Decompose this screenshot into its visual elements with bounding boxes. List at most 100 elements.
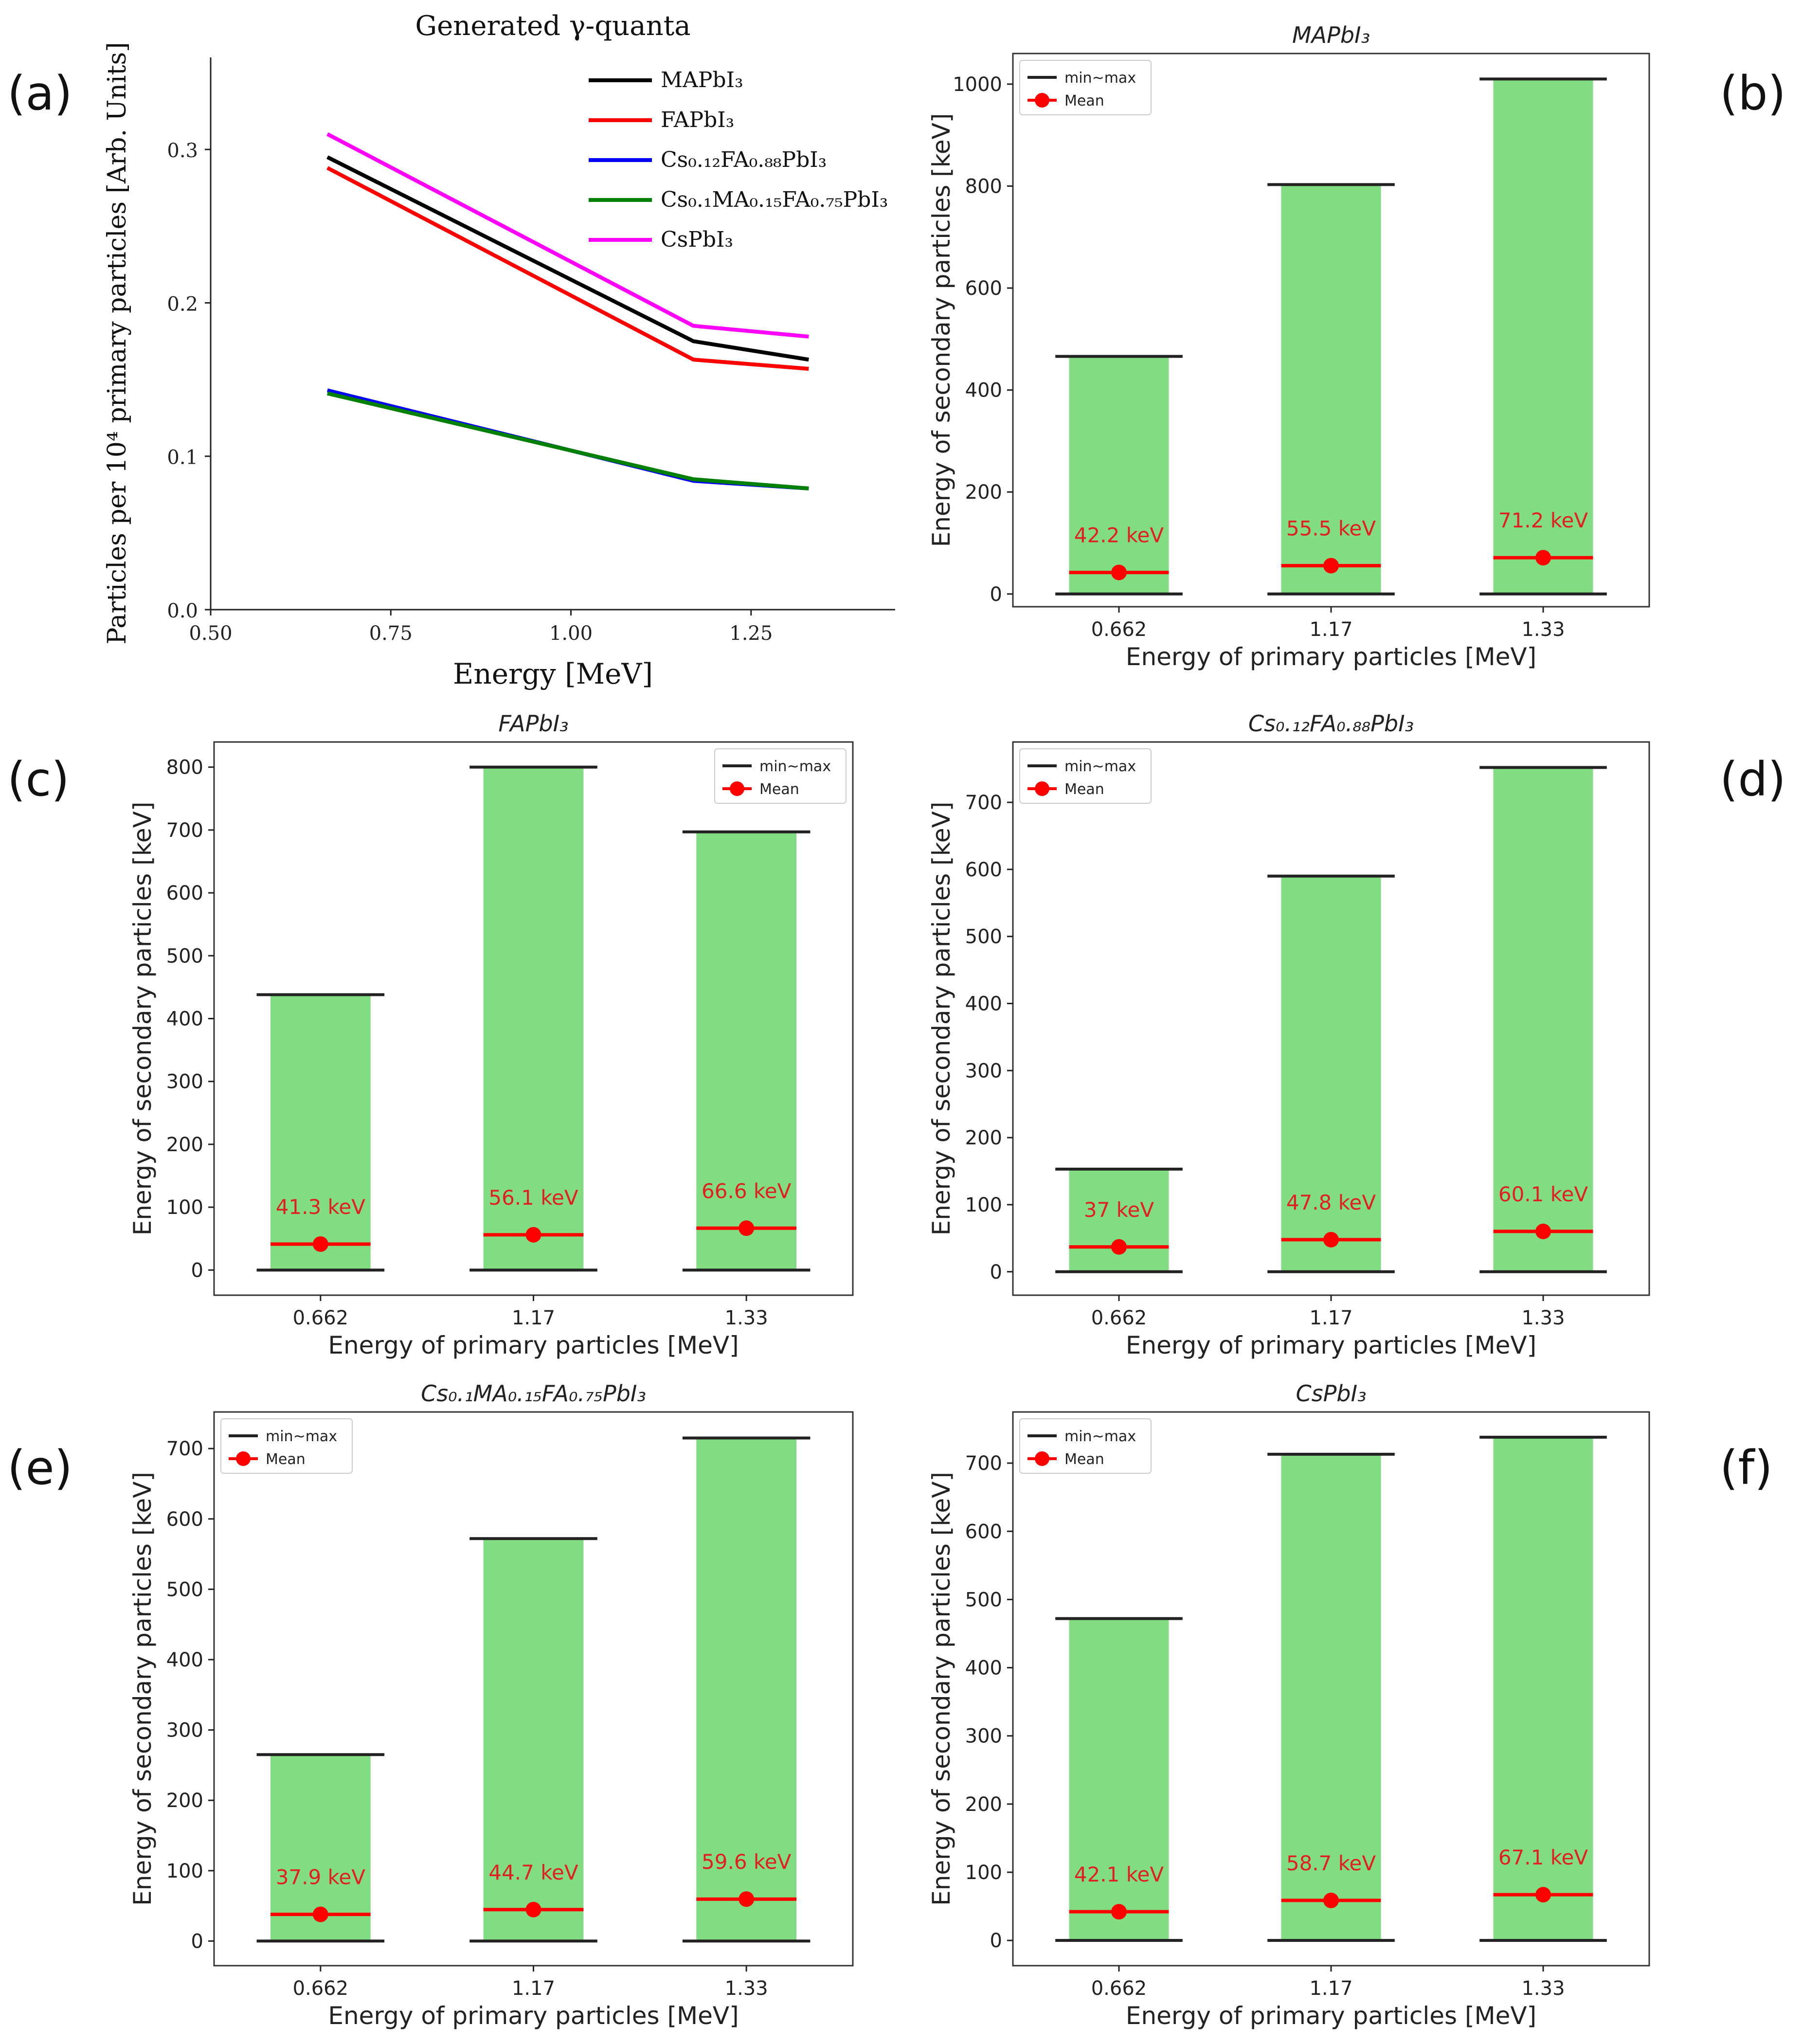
y-tick-label: 700 bbox=[166, 819, 203, 842]
x-axis-label: Energy of primary particles [MeV] bbox=[1126, 643, 1536, 671]
mean-value-label: 56.1 keV bbox=[488, 1186, 578, 1210]
y-tick-label: 400 bbox=[965, 1657, 1002, 1680]
legend-label: min~max bbox=[759, 758, 831, 775]
series-line bbox=[326, 391, 809, 490]
mean-marker bbox=[1111, 564, 1127, 580]
mean-value-label: 58.7 keV bbox=[1286, 1851, 1376, 1875]
mean-value-label: 37.9 keV bbox=[276, 1865, 366, 1889]
x-axis-label: Energy of primary particles [MeV] bbox=[1126, 1331, 1536, 1359]
x-tick-label: 0.662 bbox=[293, 1977, 349, 2000]
mean-marker bbox=[1535, 550, 1551, 566]
series-line bbox=[326, 155, 809, 362]
y-tick-label: 0 bbox=[990, 583, 1002, 606]
y-axis-label: Energy of secondary particles [keV] bbox=[927, 802, 955, 1236]
y-tick-label: 0.2 bbox=[167, 293, 198, 315]
mean-marker bbox=[739, 1891, 755, 1907]
y-tick-label: 400 bbox=[965, 380, 1002, 402]
mean-value-label: 66.6 keV bbox=[702, 1179, 792, 1203]
x-tick-label: 1.17 bbox=[1309, 1307, 1352, 1329]
x-tick-label: 1.33 bbox=[1521, 1307, 1565, 1329]
x-tick-label: 1.00 bbox=[549, 622, 593, 645]
mean-marker bbox=[1535, 1223, 1551, 1239]
y-tick-label: 700 bbox=[965, 792, 1002, 814]
range-bar bbox=[483, 1538, 584, 1941]
legend-label: min~max bbox=[266, 1428, 337, 1445]
chart-mapbi3: 0 200 400 600 800 1000 42.2 keV 0.662 55.5 keV 1.… bbox=[927, 22, 1650, 671]
y-tick-label: 100 bbox=[166, 1196, 203, 1219]
y-tick-label: 500 bbox=[166, 1578, 203, 1601]
y-tick-label: 100 bbox=[166, 1860, 203, 1882]
y-tick-label: 200 bbox=[965, 1127, 1002, 1149]
legend-label: Mean bbox=[1064, 781, 1104, 798]
mean-marker bbox=[312, 1236, 328, 1252]
x-tick-label: 0.50 bbox=[189, 622, 232, 645]
y-tick-label: 800 bbox=[965, 175, 1002, 198]
mean-marker bbox=[739, 1220, 755, 1236]
legend-label: min~max bbox=[1064, 1428, 1136, 1445]
y-tick-label: 300 bbox=[965, 1725, 1002, 1748]
mean-marker bbox=[1111, 1239, 1127, 1255]
mean-marker bbox=[312, 1906, 328, 1922]
y-tick-label: 200 bbox=[166, 1790, 203, 1812]
panel-label-d: (d) bbox=[1720, 752, 1786, 807]
mean-value-label: 44.7 keV bbox=[488, 1861, 578, 1884]
legend-label: Mean bbox=[759, 781, 799, 798]
y-tick-label: 0.0 bbox=[167, 600, 198, 622]
chart-cspbi3: 0 100 200 300 400 500 600 700 42.1 keV 0.662 58.7 … bbox=[927, 1380, 1650, 2030]
y-tick-label: 200 bbox=[166, 1134, 203, 1156]
x-tick-label: 1.17 bbox=[1309, 1977, 1352, 2000]
legend-label: Mean bbox=[266, 1451, 306, 1468]
range-bar bbox=[1069, 1618, 1169, 1941]
x-tick-label: 1.33 bbox=[725, 1307, 768, 1329]
range-bar bbox=[1281, 184, 1381, 594]
x-tick-label: 0.662 bbox=[293, 1307, 349, 1329]
y-tick-label: 0 bbox=[191, 1259, 203, 1282]
mean-marker bbox=[1535, 1887, 1551, 1903]
y-tick-label: 600 bbox=[965, 277, 1002, 300]
legend-label: FAPbI₃ bbox=[661, 108, 734, 132]
y-tick-label: 0 bbox=[191, 1930, 203, 1953]
y-tick-label: 600 bbox=[166, 882, 203, 904]
legend-marker bbox=[236, 1451, 251, 1466]
y-tick-label: 300 bbox=[965, 1060, 1002, 1082]
panel-label-b: (b) bbox=[1720, 66, 1786, 121]
legend-label: Cs₀.₁MA₀.₁₅FA₀.₇₅PbI₃ bbox=[661, 187, 888, 212]
chart-generated-gamma-quanta: 0.50 0.75 1.00 1.25 0.0 0.1 0.2 0.3 Generated γ-… bbox=[103, 10, 895, 690]
y-tick-label: 500 bbox=[965, 926, 1002, 948]
chart-title: CsPbI₃ bbox=[1296, 1380, 1366, 1407]
x-axis-label: Energy of primary particles [MeV] bbox=[328, 1331, 739, 1359]
range-bar bbox=[696, 1438, 797, 1941]
chart-title: Generated γ-quanta bbox=[415, 10, 690, 42]
y-tick-label: 700 bbox=[965, 1452, 1002, 1475]
legend-marker bbox=[1035, 1451, 1049, 1466]
mean-value-label: 59.6 keV bbox=[702, 1850, 792, 1874]
x-tick-label: 0.662 bbox=[1091, 618, 1147, 641]
y-tick-label: 1000 bbox=[953, 73, 1002, 96]
x-tick-label: 1.17 bbox=[512, 1977, 555, 2000]
chart-title: FAPbI₃ bbox=[498, 710, 568, 737]
x-tick-label: 1.25 bbox=[729, 622, 773, 645]
mean-value-label: 42.2 keV bbox=[1074, 524, 1164, 547]
y-tick-label: 0.3 bbox=[167, 140, 198, 162]
mean-value-label: 60.1 keV bbox=[1498, 1182, 1588, 1206]
mean-value-label: 47.8 keV bbox=[1286, 1191, 1376, 1214]
x-tick-label: 1.17 bbox=[1309, 618, 1352, 641]
y-tick-label: 0.1 bbox=[167, 447, 198, 469]
y-tick-label: 200 bbox=[965, 1793, 1002, 1816]
y-tick-label: 500 bbox=[166, 945, 203, 967]
legend-label: MAPbI₃ bbox=[661, 68, 743, 92]
chart-fapbi3: 0 100 200 300 400 500 600 700 800 41.3 keV 0.662 56… bbox=[128, 710, 854, 1359]
range-bar bbox=[1493, 79, 1593, 594]
y-tick-label: 400 bbox=[166, 1008, 203, 1031]
range-bar bbox=[483, 767, 584, 1270]
y-tick-label: 0 bbox=[990, 1261, 1002, 1284]
mean-value-label: 71.2 keV bbox=[1498, 508, 1588, 532]
y-tick-label: 100 bbox=[965, 1194, 1002, 1216]
panel-label-c: (c) bbox=[7, 752, 70, 807]
y-tick-label: 300 bbox=[166, 1071, 203, 1093]
x-tick-label: 1.33 bbox=[1521, 618, 1565, 641]
panel-label-e: (e) bbox=[7, 1441, 72, 1495]
chart-title: MAPbI₃ bbox=[1292, 22, 1370, 48]
chart-title: Cs₀.₁MA₀.₁₅FA₀.₇₅PbI₃ bbox=[421, 1380, 646, 1407]
